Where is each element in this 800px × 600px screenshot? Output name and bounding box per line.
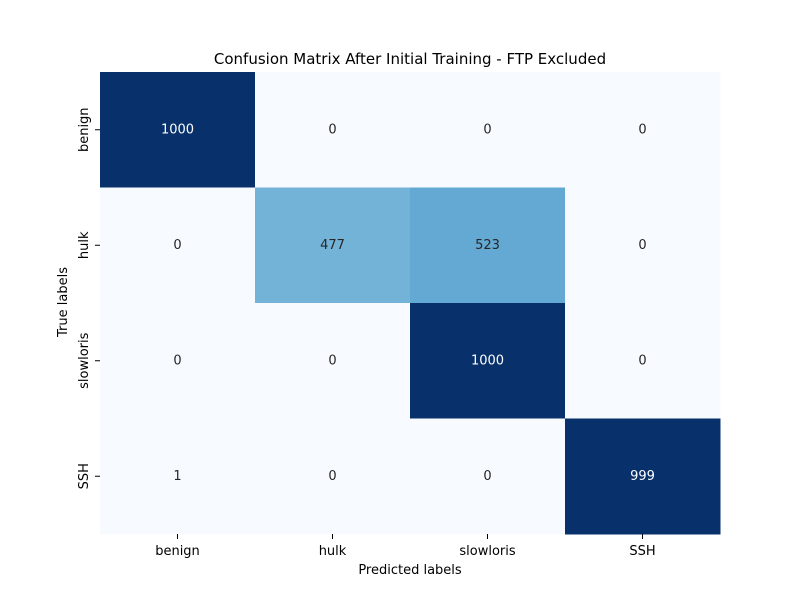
cell-value-label: 1000 bbox=[471, 353, 504, 368]
cell-value-label: 0 bbox=[638, 238, 646, 253]
cell-value-label: 999 bbox=[630, 469, 655, 484]
heatmap-cell bbox=[410, 72, 566, 188]
cell-value-label: 1000 bbox=[161, 122, 194, 137]
cell-value-label: 523 bbox=[475, 238, 500, 253]
x-axis-label: Predicted labels bbox=[358, 563, 462, 578]
heatmap-cell bbox=[565, 72, 721, 188]
cell-value-label: 1 bbox=[173, 469, 181, 484]
heatmap-cell bbox=[565, 187, 721, 304]
heatmap-cell bbox=[255, 303, 411, 419]
chart-title: Confusion Matrix After Initial Training … bbox=[214, 50, 606, 68]
heatmap-cell bbox=[410, 187, 566, 304]
heatmap-cell bbox=[565, 303, 721, 419]
heatmap-cell bbox=[255, 72, 411, 188]
y-tick-label: hulk bbox=[77, 231, 92, 259]
heatmap-cell bbox=[100, 187, 256, 304]
cell-value-label: 0 bbox=[483, 122, 491, 137]
heatmap-cell bbox=[410, 303, 566, 419]
cell-value-label: 0 bbox=[328, 353, 336, 368]
cell-value-label: 0 bbox=[328, 469, 336, 484]
y-tick-label: SSH bbox=[77, 463, 92, 489]
x-tick-label: slowloris bbox=[459, 544, 515, 559]
y-tick-label: slowloris bbox=[77, 332, 92, 388]
heatmap-cell bbox=[100, 72, 256, 188]
cell-value-label: 0 bbox=[638, 353, 646, 368]
heatmap-cell bbox=[100, 303, 256, 419]
heatmap-cell bbox=[255, 418, 411, 535]
heatmap-cells bbox=[100, 72, 721, 535]
heatmap-cell bbox=[565, 418, 721, 535]
heatmap-cell-labels: 1000 0 0 0 0 477 523 0 0 0 1000 0 1 0 0 999 bbox=[161, 122, 655, 484]
cell-value-label: 0 bbox=[173, 238, 181, 253]
heatmap-cell bbox=[100, 418, 256, 535]
heatmap-cell bbox=[410, 418, 566, 535]
x-tick-label: SSH bbox=[629, 544, 655, 559]
y-tick-label: benign bbox=[77, 107, 92, 152]
cell-value-label: 0 bbox=[483, 469, 491, 484]
cell-value-label: 0 bbox=[328, 122, 336, 137]
cell-value-label: 0 bbox=[173, 353, 181, 368]
x-tick-label: hulk bbox=[319, 544, 347, 559]
x-tick-label: benign bbox=[155, 544, 200, 559]
x-axis: benign hulk slowloris SSH bbox=[155, 534, 656, 559]
heatmap-cell bbox=[255, 187, 411, 304]
y-axis: benign hulk slowloris SSH bbox=[77, 107, 100, 489]
y-axis-label: True labels bbox=[56, 267, 71, 338]
cell-value-label: 0 bbox=[638, 122, 646, 137]
cell-value-label: 477 bbox=[320, 238, 345, 253]
